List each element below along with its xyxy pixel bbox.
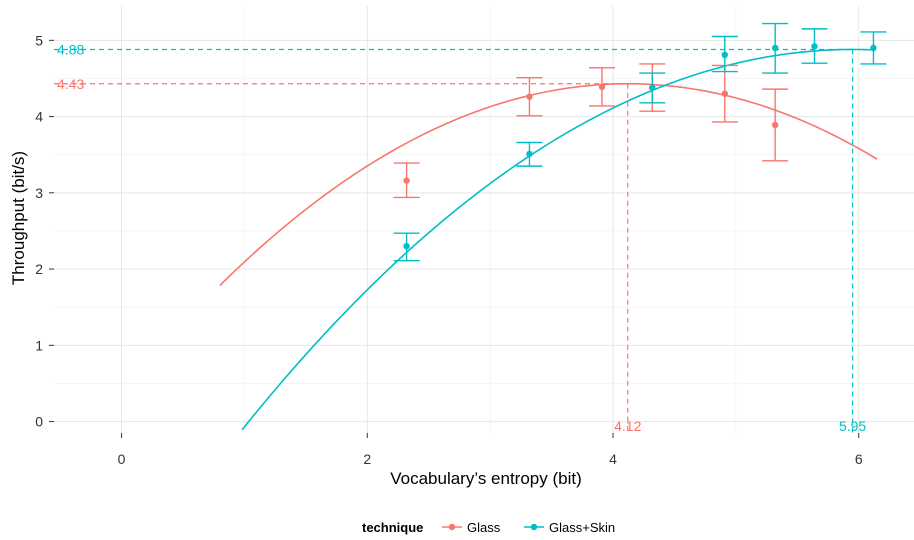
legend: technique Glass Glass+Skin: [362, 520, 615, 535]
grid: [54, 6, 914, 433]
x-tick-label: 0: [118, 451, 126, 467]
y-tick-label: 3: [35, 185, 43, 201]
legend-title: technique: [362, 520, 423, 535]
data-point: [649, 84, 656, 91]
fit-curve-0: [219, 82, 878, 287]
y-tick-label: 2: [35, 261, 43, 277]
data-point: [403, 242, 410, 250]
y-tick-label: 1: [35, 337, 43, 353]
data-point: [721, 90, 728, 97]
data-point: [811, 43, 818, 50]
legend-key-point: [448, 523, 456, 531]
x-tick-label: 4: [609, 451, 617, 467]
y-tick-label: 4: [35, 109, 43, 125]
data-point: [771, 44, 779, 52]
x-tick-label: 2: [363, 451, 371, 467]
peak-x-label: 5.95: [839, 418, 866, 434]
legend-label: Glass: [467, 520, 501, 535]
data-point: [870, 44, 877, 52]
data-point: [598, 83, 606, 91]
data-point: [526, 150, 533, 158]
peak-y-label: 4.88: [57, 41, 84, 57]
legend-label: Glass+Skin: [549, 520, 615, 535]
fit-curve-1: [241, 48, 874, 431]
peak-x-label: 4.12: [614, 418, 641, 434]
data-point: [403, 177, 410, 184]
peak-y-label: 4.43: [57, 76, 84, 92]
plot-panel: [54, 6, 914, 433]
data-point: [771, 121, 779, 129]
peak-guides: 4.43 4.12 4.88 5.95: [54, 41, 866, 434]
fit-curves: [219, 48, 878, 431]
x-axis-label: Vocabulary’s entropy (bit): [390, 469, 582, 488]
axes: 0 2 4 6 0 1 2 3 4 5: [35, 32, 863, 467]
data-points: [403, 43, 877, 250]
data-point: [526, 93, 533, 100]
legend-key-point: [530, 523, 538, 531]
y-tick-label: 5: [35, 32, 43, 48]
y-tick-label: 0: [35, 414, 43, 430]
y-axis-label: Throughput (bit/s): [9, 151, 28, 285]
x-tick-label: 6: [855, 451, 863, 467]
data-point: [721, 51, 728, 58]
